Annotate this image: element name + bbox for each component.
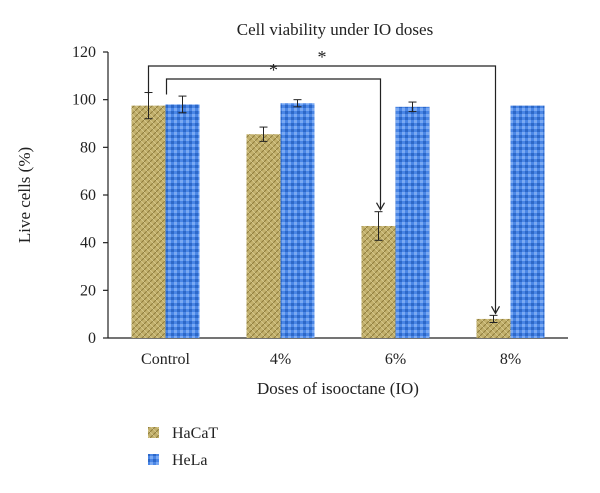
x-tick-label-4pct: 4% — [270, 351, 291, 368]
bar-hacat-4pct — [246, 134, 281, 338]
x-tick-label-control: Control — [141, 351, 190, 368]
y-tick-label-120: 120 — [72, 44, 96, 61]
y-axis-label: Live cells (%) — [15, 147, 34, 243]
chart-title: Cell viability under IO doses — [237, 20, 433, 39]
bar-hacat-control — [131, 105, 166, 338]
legend-item-hacat: HaCaT — [148, 425, 218, 442]
y-tick-label-40: 40 — [80, 235, 96, 252]
y-tick-label-20: 20 — [80, 282, 96, 299]
significance-bracket-control-8pct — [147, 65, 497, 314]
bar-hela-6pct — [395, 106, 430, 338]
legend: HaCaT HeLa — [148, 425, 218, 469]
x-tick-label-8pct: 8% — [500, 351, 521, 368]
significance-star-control-6pct: * — [269, 60, 278, 80]
significance-bracket-control-6pct — [165, 78, 382, 210]
x-tick-label-6pct: 6% — [385, 351, 406, 368]
bars — [131, 103, 545, 338]
significance-arrow-control-8pct — [490, 306, 501, 315]
bar-hela-4pct — [280, 103, 315, 338]
bar-hacat-8pct — [476, 318, 511, 338]
x-axis-label: Doses of isooctane (IO) — [257, 379, 419, 398]
legend-item-hela: HeLa — [148, 452, 208, 469]
y-axis-ticks: 0 20 40 60 80 100 120 — [72, 44, 108, 347]
bar-hela-8pct — [510, 105, 545, 338]
legend-swatch-hacat — [148, 427, 159, 438]
y-tick-label-100: 100 — [72, 92, 96, 109]
significance-star-control-8pct: * — [318, 47, 327, 67]
significance-arrow-control-6pct — [375, 202, 386, 211]
y-tick-label-0: 0 — [88, 330, 96, 347]
legend-label-hela: HeLa — [172, 452, 208, 469]
legend-swatch-hela — [148, 454, 159, 465]
error-bars — [144, 92, 498, 324]
bar-hela-control — [165, 104, 200, 338]
x-axis-ticks: Control 4% 6% 8% — [141, 351, 521, 368]
y-tick-label-60: 60 — [80, 187, 96, 204]
legend-label-hacat: HaCaT — [172, 425, 218, 442]
bar-hacat-6pct — [361, 225, 396, 338]
y-tick-label-80: 80 — [80, 139, 96, 156]
significance-annotations: ** — [147, 47, 501, 315]
